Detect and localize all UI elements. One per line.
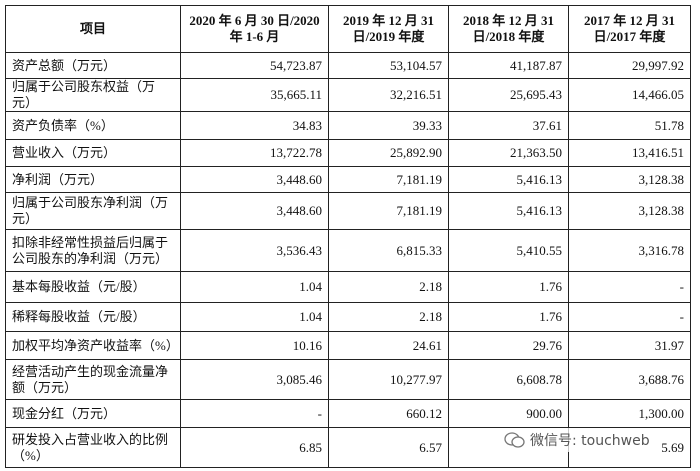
table-row: 净利润（万元） 3,448.60 7,181.19 5,416.13 3,128.38	[5, 166, 691, 193]
row-label: 资产总额（万元）	[5, 52, 181, 79]
cell-value: 51.78	[568, 111, 691, 140]
cell-value: 2.18	[328, 271, 449, 303]
cell-value: 14,466.05	[568, 78, 691, 112]
cell-value: 3,448.60	[180, 192, 329, 230]
row-label: 归属于公司股东权益（万元）	[5, 78, 181, 112]
table-row: 资产负债率（%） 34.83 39.33 37.61 51.78	[5, 111, 691, 140]
cell-value: 10,277.97	[328, 359, 449, 400]
table-row: 稀释每股收益（元/股） 1.04 2.18 1.76-	[5, 302, 691, 332]
cell-value: 53,104.57	[328, 52, 449, 79]
cell-value: 3,085.46	[180, 359, 329, 400]
cell-value: 660.12	[328, 399, 449, 428]
row-label: 营业收入（万元）	[5, 139, 181, 167]
cell-value: 37.61	[448, 111, 569, 140]
wechat-icon	[504, 432, 525, 448]
cell-value: 39.33	[328, 111, 449, 140]
row-label: 研发投入占营业收入的比例（%）	[5, 427, 181, 468]
row-label: 净利润（万元）	[5, 166, 181, 193]
cell-value: 5,416.13	[448, 166, 569, 193]
watermark-text: 微信号: touchweb	[530, 433, 650, 449]
table-row: 基本每股收益（元/股） 1.04 2.18 1.76-	[5, 271, 691, 303]
cell-value: 1.76	[448, 271, 569, 303]
row-label: 现金分红（万元）	[5, 399, 181, 428]
column-header: 2019 年 12 月 31 日/2019 年度	[328, 5, 449, 53]
table-row: 加权平均净资产收益率（%） 10.16 24.61 29.76 31.97	[5, 331, 691, 360]
column-header: 2017 年 12 月 31 日/2017 年度	[568, 5, 691, 53]
column-header: 2020 年 6 月 30 日/2020 年 1-6 月	[180, 5, 329, 53]
cell-value: -	[180, 399, 329, 428]
cell-value: 31.97	[568, 331, 691, 360]
cell-value: 7,181.19	[328, 192, 449, 230]
table-row: 资产总额（万元） 54,723.87 53,104.57 41,187.87 29,99…	[5, 52, 691, 79]
cell-value: 900.00	[448, 399, 569, 428]
table-body: 资产总额（万元） 54,723.87 53,104.57 41,187.87 29,99…	[5, 52, 691, 468]
cell-value: 54,723.87	[180, 52, 329, 79]
cell-value: 6.57	[328, 427, 449, 468]
cell-value: 6.85	[180, 427, 329, 468]
cell-value: 25,892.90	[328, 139, 449, 167]
cell-value: 32,216.51	[328, 78, 449, 112]
cell-value: 1.04	[180, 271, 329, 303]
cell-value: 3,536.43	[180, 229, 329, 272]
financial-table: 项目 2020 年 6 月 30 日/2020 年 1-6 月 2019 年 12 …	[5, 5, 691, 468]
table-row: 营业收入（万元） 13,722.78 25,892.90 21,363.50 13,41…	[5, 139, 691, 167]
column-header: 项目	[5, 5, 181, 53]
cell-value: 21,363.50	[448, 139, 569, 167]
cell-value: 6,815.33	[328, 229, 449, 272]
column-header: 2018 年 12 月 31 日/2018 年度	[448, 5, 569, 53]
header-row: 项目 2020 年 6 月 30 日/2020 年 1-6 月 2019 年 12 …	[5, 5, 691, 53]
cell-value: 3,688.76	[568, 359, 691, 400]
cell-value: 10.16	[180, 331, 329, 360]
table-row: 归属于公司股东权益（万元） 35,665.11 32,216.51 25,695.43…	[5, 78, 691, 112]
cell-value: 7,181.19	[328, 166, 449, 193]
cell-value: -	[568, 271, 691, 303]
table-row: 归属于公司股东净利润（万元） 3,448.60 7,181.19 5,416.13 3,…	[5, 192, 691, 230]
cell-value: 29.76	[448, 331, 569, 360]
cell-value: 6,608.78	[448, 359, 569, 400]
cell-value: 13,416.51	[568, 139, 691, 167]
row-label: 资产负债率（%）	[5, 111, 181, 140]
table-row: 现金分红（万元） -660.12 900.00 1,300.00	[5, 399, 691, 428]
watermark: 微信号: touchweb	[500, 428, 654, 452]
cell-value: 5,410.55	[448, 229, 569, 272]
cell-value: 24.61	[328, 331, 449, 360]
cell-value: 35,665.11	[180, 78, 329, 112]
cell-value: 25,695.43	[448, 78, 569, 112]
table-row: 经营活动产生的现金流量净额（万元） 3,085.46 10,277.97 6,608.…	[5, 359, 691, 400]
row-label: 稀释每股收益（元/股）	[5, 302, 181, 332]
cell-value: 13,722.78	[180, 139, 329, 167]
cell-value: 1,300.00	[568, 399, 691, 428]
cell-value: 2.18	[328, 302, 449, 332]
row-label: 基本每股收益（元/股）	[5, 271, 181, 303]
row-label: 归属于公司股东净利润（万元）	[5, 192, 181, 230]
cell-value: 1.04	[180, 302, 329, 332]
cell-value: 41,187.87	[448, 52, 569, 79]
cell-value: -	[568, 302, 691, 332]
cell-value: 29,997.92	[568, 52, 691, 79]
row-label: 经营活动产生的现金流量净额（万元）	[5, 359, 181, 400]
cell-value: 3,128.38	[568, 166, 691, 193]
cell-value: 3,128.38	[568, 192, 691, 230]
cell-value: 3,448.60	[180, 166, 329, 193]
cell-value: 34.83	[180, 111, 329, 140]
row-label: 加权平均净资产收益率（%）	[5, 331, 181, 360]
cell-value: 5,416.13	[448, 192, 569, 230]
table-row: 扣除非经常性损益后归属于公司股东的净利润（万元） 3,536.43 6,815.33…	[5, 229, 691, 272]
row-label: 扣除非经常性损益后归属于公司股东的净利润（万元）	[5, 229, 181, 272]
cell-value: 1.76	[448, 302, 569, 332]
table-row: 研发投入占营业收入的比例（%） 6.85 6.57 5.69	[5, 427, 691, 468]
cell-value: 3,316.78	[568, 229, 691, 272]
